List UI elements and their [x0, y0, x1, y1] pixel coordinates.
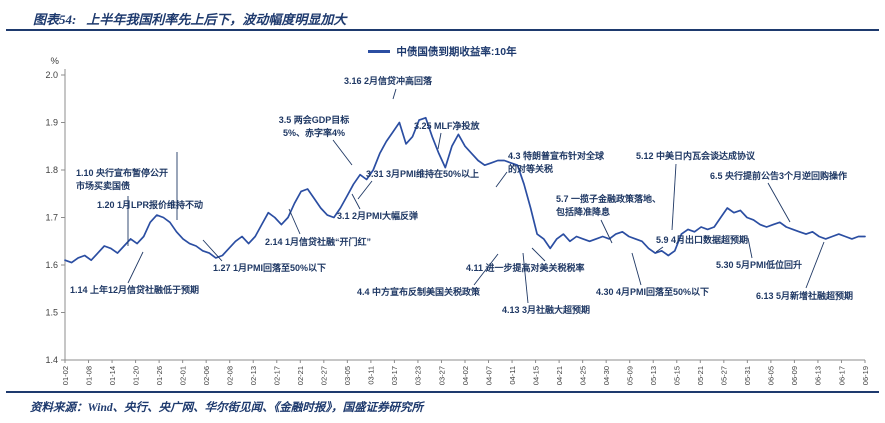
x-tick-label: 05-13 [649, 366, 658, 385]
annotation: 5.7 一揽子金融政策落地、 包括降准降息 [556, 194, 662, 217]
annotation: 1.27 1月PMI回落至50%以下 [213, 263, 327, 273]
annotation: 1.20 1月LPR报价维持不动 [97, 200, 204, 210]
annotation: 3.5 两会GDP目标 5%、赤字率4% [278, 115, 350, 138]
source-note: 资料来源：Wind、央行、央广网、华尔街见闻、《金融时报》，国盛证券研究所 [30, 402, 424, 414]
x-tick-label: 05-21 [696, 366, 705, 385]
annotation: 4.4 中方宣布反制美国关税政策 [357, 287, 481, 297]
x-tick-label: 03-05 [343, 366, 352, 385]
x-tick-label: 01-20 [131, 366, 140, 385]
y-tick-label: 1.8 [45, 165, 58, 175]
annotation: 3.1 2月PMI大幅反弹 [337, 211, 419, 221]
y-tick-label: 1.7 [45, 213, 58, 223]
y-tick-label: 1.4 [45, 355, 58, 365]
x-tick-label: 03-11 [367, 366, 376, 385]
y-tick-label: 1.6 [45, 260, 58, 270]
x-tick-label: 02-17 [273, 366, 282, 385]
annotation: 1.10 央行宣布暂停公开 市场买卖国债 [76, 168, 169, 191]
annotation: 3.16 2月信贷冲高回落 [344, 76, 433, 86]
title-rule [6, 29, 879, 31]
x-tick-label: 04-15 [531, 366, 540, 385]
x-tick-label: 04-07 [484, 366, 493, 385]
annotation: 4.3 特朗普宣布针对全球 的对等关税 [508, 151, 605, 174]
x-tick-label: 01-14 [108, 366, 117, 385]
figure-title-text: 上半年我国利率先上后下，波动幅度明显加大 [86, 12, 347, 27]
y-tick-label: 1.5 [45, 308, 58, 318]
x-tick-label: 06-09 [790, 366, 799, 385]
x-tick-label: 05-31 [743, 366, 752, 385]
x-tick-label: 04-30 [602, 366, 611, 385]
legend-label: 中债国债到期收益率:10年 [396, 46, 517, 58]
x-tick-label: 03-27 [437, 366, 446, 385]
annotation: 5.12 中美日内瓦会谈达成协议 [636, 151, 756, 161]
x-tick-label: 04-21 [555, 366, 564, 385]
annotation: 4.11 进一步提高对美关税税率 [466, 263, 585, 273]
annotation: 3.31 3月PMI维持在50%以上 [366, 169, 480, 179]
x-tick-label: 06-05 [767, 366, 776, 385]
x-tick-label: 05-15 [673, 366, 682, 385]
figure-number: 图表54: [33, 12, 77, 27]
x-tick-label: 06-13 [814, 366, 823, 385]
figure-title: 图表54: 上半年我国利率先上后下，波动幅度明显加大 [33, 9, 346, 28]
y-tick-label: 1.9 [45, 118, 58, 128]
x-tick-label: 05-27 [720, 366, 729, 385]
annotation: 5.30 5月PMI低位回升 [716, 260, 803, 270]
x-tick-label: 02-01 [178, 366, 187, 385]
x-tick-label: 02-06 [202, 366, 211, 385]
x-tick-label: 02-08 [226, 366, 235, 385]
chart-legend: 中债国债到期收益率:10年 [0, 44, 885, 59]
annotation: 5.9 4月出口数据超预期 [656, 235, 749, 245]
x-tick-label: 04-02 [461, 366, 470, 385]
x-tick-label: 02-27 [320, 366, 329, 385]
y-tick-label: 2.0 [45, 70, 58, 80]
x-tick-label: 03-17 [390, 366, 399, 385]
x-tick-label: 03-23 [414, 366, 423, 385]
annotation: 1.14 上年12月信贷社融低于预期 [70, 285, 200, 295]
annotation: 4.13 3月社融大超预期 [502, 305, 591, 315]
x-tick-label: 01-02 [61, 366, 70, 385]
x-tick-label: 06-19 [861, 366, 870, 385]
legend-line-marker [368, 50, 391, 53]
annotation: 6.5 央行提前公告3个月逆回购操作 [710, 171, 848, 181]
footer-rule [6, 391, 879, 393]
x-tick-label: 04-11 [508, 366, 517, 385]
annotation: 3.25 MLF净投放 [414, 121, 480, 131]
x-tick-label: 02-21 [296, 366, 305, 385]
x-tick-label: 06-17 [837, 366, 846, 385]
x-tick-label: 04-25 [578, 366, 587, 385]
annotation: 2.14 1月信贷社融“开门红” [265, 237, 372, 247]
annotation: 6.13 5月新增社融超预期 [756, 291, 854, 301]
annotation: 4.30 4月PMI回落至50%以下 [596, 287, 710, 297]
x-tick-label: 02-13 [249, 366, 258, 385]
yield-series-line [64, 116, 866, 264]
x-tick-label: 05-09 [626, 366, 635, 385]
x-tick-label: 01-26 [155, 366, 164, 385]
x-tick-label: 01-08 [84, 366, 93, 385]
